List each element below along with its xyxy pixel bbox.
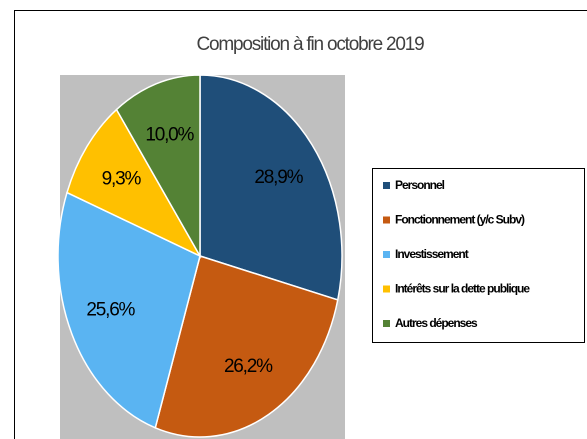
legend-label: Autres dépenses <box>395 316 478 330</box>
legend-label: Intérêts sur la dette publique <box>395 282 530 296</box>
legend-swatch <box>383 285 390 293</box>
legend-swatch <box>383 182 390 189</box>
pie-slice <box>57 191 201 429</box>
data-label: 10,0% <box>145 125 194 146</box>
legend-label: Personnel <box>395 178 445 192</box>
data-label: 9,3% <box>102 168 142 189</box>
pie-slice <box>115 74 201 259</box>
data-label: 26,2% <box>224 356 273 377</box>
pie-slice <box>154 255 339 438</box>
chart-title: Composition à fin octobre 2019 <box>197 34 425 55</box>
legend-box <box>372 168 585 343</box>
data-label: 28,9% <box>254 167 303 188</box>
legend-swatch <box>383 216 390 224</box>
legend-swatch <box>383 320 390 327</box>
data-label: 25,6% <box>86 300 135 321</box>
pie-slice <box>66 108 202 258</box>
legend-label: Fonctionnement (y/c Subv) <box>395 213 525 227</box>
pie-slice <box>199 74 343 301</box>
legend-swatch <box>383 251 390 258</box>
legend-label: Investissement <box>395 247 469 261</box>
